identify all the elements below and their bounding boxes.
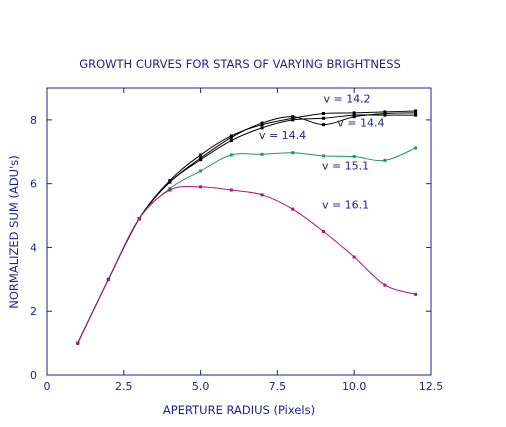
data-point	[414, 111, 418, 115]
data-point	[352, 113, 356, 117]
x-tick-label: 0	[44, 380, 51, 393]
data-point	[321, 116, 325, 120]
y-tick-label: 2	[30, 305, 37, 318]
data-point	[352, 255, 356, 259]
data-point	[291, 118, 295, 122]
y-tick-label: 8	[30, 114, 37, 127]
data-point	[229, 188, 233, 192]
series-annotation: v = 14.4	[337, 116, 384, 129]
data-point	[76, 341, 80, 345]
series-line-3	[77, 147, 416, 344]
data-point	[291, 207, 295, 211]
data-point	[321, 123, 325, 127]
data-point	[137, 217, 141, 221]
data-point	[168, 178, 172, 182]
data-point	[321, 230, 325, 233]
data-point	[199, 158, 203, 162]
data-point	[414, 146, 418, 150]
series-line-1	[77, 112, 416, 344]
axis-ticks: 0 2.5 5.0 7.5 10.0 12.5 0 2 4 6 8	[30, 88, 443, 393]
data-point	[199, 185, 203, 189]
y-tick-label: 4	[30, 241, 37, 254]
data-point	[168, 188, 172, 192]
data-point	[414, 113, 418, 117]
data-point	[291, 115, 295, 119]
series-annotation: v = 14.4	[259, 129, 306, 142]
data-point	[291, 151, 295, 155]
data-point	[352, 115, 356, 119]
data-point	[260, 121, 264, 125]
x-tick-label: 2.5	[115, 380, 133, 393]
data-point	[229, 135, 233, 139]
plot-frame	[46, 87, 432, 376]
data-point	[321, 154, 325, 158]
x-tick-label: 12.5	[419, 380, 444, 393]
data-point	[383, 112, 387, 116]
data-point	[352, 111, 356, 115]
data-point	[383, 283, 387, 287]
data-point	[414, 109, 418, 113]
x-tick-label: 10.0	[342, 380, 367, 393]
data-point	[260, 152, 264, 156]
data-point	[260, 123, 264, 127]
data-point	[229, 139, 233, 143]
data-point	[321, 112, 325, 116]
data-point	[383, 113, 387, 117]
data-point	[199, 169, 203, 173]
data-point	[199, 156, 203, 160]
y-tick-label: 0	[30, 369, 37, 382]
y-axis-label: NORMALIZED SUM (ADU's)	[7, 155, 21, 308]
series-line-2	[77, 114, 416, 344]
data-point	[383, 158, 387, 162]
series-annotation: v = 16.1	[322, 199, 369, 212]
data-point	[106, 277, 110, 281]
series-markers	[76, 109, 418, 345]
x-axis-label: APERTURE RADIUS (Pixels)	[163, 403, 315, 417]
data-point	[291, 116, 295, 120]
data-point	[414, 292, 418, 296]
data-point	[260, 193, 264, 197]
series-line-0	[77, 110, 416, 344]
data-point	[168, 180, 172, 184]
x-tick-label: 7.5	[269, 380, 287, 393]
data-point	[199, 153, 203, 157]
x-tick-label: 5.0	[192, 380, 210, 393]
series-labels: v = 14.2 v = 14.4 v = 14.4 v = 15.1 v = 16.1	[259, 92, 385, 211]
data-point	[383, 110, 387, 114]
data-point	[168, 186, 172, 190]
data-point	[352, 155, 356, 159]
data-point	[229, 134, 233, 138]
data-point	[260, 126, 264, 130]
series-lines	[77, 110, 416, 344]
chart-title: GROWTH CURVES FOR STARS OF VARYING BRIGH…	[79, 57, 401, 71]
data-point	[229, 153, 233, 157]
y-tick-label: 6	[30, 178, 37, 191]
series-annotation: v = 15.1	[322, 159, 369, 172]
series-annotation: v = 14.2	[323, 92, 370, 105]
